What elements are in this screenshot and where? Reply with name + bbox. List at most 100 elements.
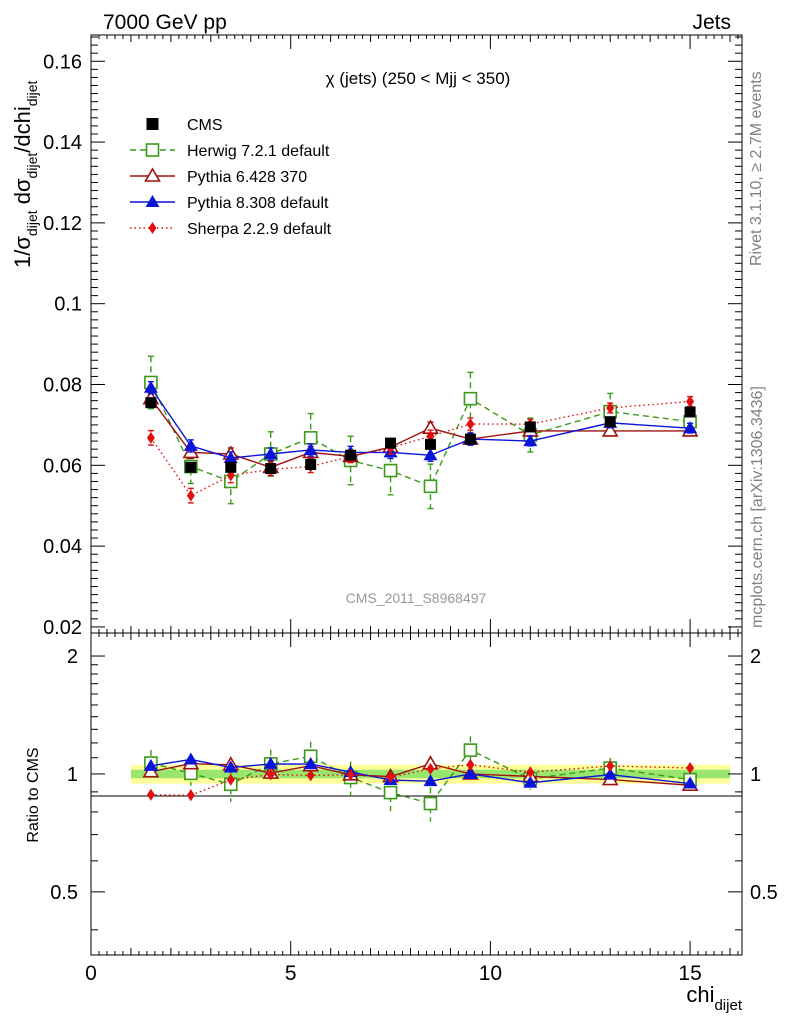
chart-title: χ (jets) (250 < Mjj < 350) — [326, 69, 511, 88]
ratio-data-point — [523, 775, 538, 788]
rivet-version-label: Rivet 3.1.10, ≥ 2.7M events — [748, 71, 765, 266]
ratio-data-point — [303, 757, 318, 770]
ratio-data-point — [463, 766, 478, 779]
x-axis-label: chidijet — [686, 982, 742, 1014]
data-point — [606, 401, 615, 414]
ratio-data-point — [606, 759, 615, 772]
ratio-data-point — [183, 752, 198, 765]
data-point — [466, 418, 475, 431]
data-point — [225, 461, 237, 473]
mcplots-reference-label: mcplots.cern.ch [arXiv:1306.3436] — [749, 386, 766, 628]
data-point — [146, 431, 155, 444]
y-tick-label: 0.06 — [43, 455, 82, 477]
data-point — [345, 449, 357, 461]
y-axis-label-subscript: dijet — [24, 80, 40, 106]
legend-marker — [145, 143, 160, 157]
ratio-y-axis-label: Ratio to CMS — [25, 747, 42, 842]
x-axis-label-subscript: dijet — [714, 997, 742, 1014]
main-series-layer — [142, 355, 699, 510]
legend-item: Pythia 6.428 370 — [130, 167, 307, 186]
ratio-data-point — [526, 766, 535, 779]
legend-label: Herwig 7.2.1 default — [187, 143, 330, 160]
ratio-y-tick-label-right: 2 — [750, 646, 761, 668]
y-axis-label-subscript: dijet — [24, 153, 40, 179]
ratio-data-point — [263, 756, 278, 769]
data-point — [263, 447, 278, 460]
x-tick-label: 5 — [285, 962, 297, 985]
data-point — [385, 437, 397, 449]
y-tick-label: 0.1 — [54, 294, 82, 316]
x-axis-label-main: chi — [686, 982, 714, 1007]
y-tick-label: 0.08 — [43, 375, 82, 397]
data-point — [265, 463, 277, 475]
data-point — [186, 489, 195, 502]
legend-label: Pythia 6.428 370 — [187, 169, 307, 186]
ratio-y-tick-label: 1 — [67, 764, 78, 786]
ratio-data-point — [223, 760, 238, 773]
legend-label: CMS — [187, 117, 223, 134]
header-process: Jets — [692, 11, 731, 34]
data-point — [423, 448, 438, 461]
ratio-series-pythia-8-308-default — [143, 752, 698, 789]
y-tick-label: 0.16 — [43, 51, 82, 73]
ratio-data-point — [603, 767, 618, 780]
data-point — [305, 459, 317, 471]
y-axis-label-part: /dchi — [10, 106, 35, 152]
ratio-axis-ticks: 0 5 10 15 0.5 0.5 1 1 2 2 — [50, 633, 778, 985]
ratio-series-line — [150, 758, 691, 785]
legend-marker — [146, 118, 159, 130]
data-point — [686, 395, 695, 408]
ratio-data-point — [463, 743, 478, 757]
ratio-data-point — [686, 762, 695, 775]
ratio-plot-frame — [90, 632, 743, 956]
data-point — [683, 421, 698, 434]
data-point — [383, 463, 398, 478]
series-line — [150, 400, 691, 497]
series-cms — [145, 397, 696, 475]
ratio-data-point — [346, 768, 355, 781]
y-tick-label: 0.02 — [43, 617, 82, 639]
ratio-data-point — [383, 785, 398, 800]
ratio-data-point — [306, 769, 315, 782]
ratio-data-point — [386, 771, 395, 784]
data-point — [604, 416, 616, 428]
data-point — [523, 434, 538, 447]
x-tick-label: 0 — [85, 962, 97, 985]
ratio-data-point — [226, 773, 235, 786]
legend-item: CMS — [146, 117, 223, 134]
ratio-data-point — [466, 758, 475, 771]
data-point — [524, 421, 536, 433]
ratio-data-point — [186, 789, 195, 802]
ratio-data-point — [426, 762, 435, 775]
ratio-y-tick-label-right: 0.5 — [750, 882, 778, 904]
main-axis-ticks: 0.02 0.04 0.06 0.08 0.1 0.12 0.14 0.16 — [43, 35, 742, 639]
legend-item: Pythia 8.308 default — [130, 195, 329, 212]
ratio-data-point — [423, 774, 438, 787]
ratio-series-layer — [142, 736, 699, 822]
data-point — [143, 380, 158, 393]
ratio-data-point — [143, 758, 158, 771]
ratio-plot-panel: 0 5 10 15 0.5 0.5 1 1 2 2 — [50, 632, 778, 985]
legend-item: Sherpa 2.2.9 default — [130, 221, 332, 238]
ratio-data-point — [146, 788, 155, 801]
legend: CMS Herwig 7.2.1 default Pythia 6.428 370 P… — [130, 117, 332, 238]
legend-label: Sherpa 2.2.9 default — [187, 221, 332, 238]
data-point — [303, 442, 318, 455]
data-point — [185, 461, 197, 473]
legend-item: Herwig 7.2.1 default — [130, 143, 330, 160]
main-plot-panel: 0.02 0.04 0.06 0.08 0.1 0.12 0.14 0.16 χ (jets)… — [43, 34, 743, 639]
legend-marker — [144, 167, 161, 182]
x-tick-label: 10 — [479, 962, 502, 985]
legend-marker — [148, 222, 157, 234]
data-point — [423, 479, 438, 494]
ratio-y-tick-label-right: 1 — [750, 764, 761, 786]
ratio-data-point — [266, 768, 275, 781]
y-axis-label-part: 1/σ — [10, 236, 35, 268]
header-energy: 7000 GeV pp — [103, 11, 227, 34]
data-point — [463, 391, 478, 406]
data-point — [145, 397, 157, 409]
data-point — [601, 422, 619, 437]
data-point — [684, 406, 696, 418]
legend-marker — [145, 195, 160, 207]
